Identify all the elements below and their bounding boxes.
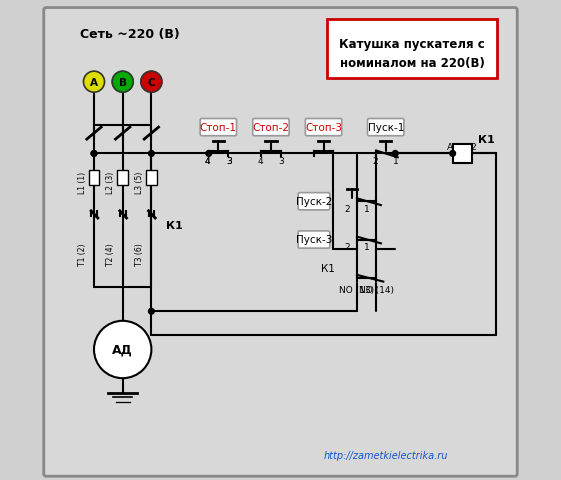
FancyBboxPatch shape bbox=[298, 231, 330, 249]
Text: http://zametkielectrika.ru: http://zametkielectrika.ru bbox=[324, 450, 448, 460]
Circle shape bbox=[94, 321, 151, 378]
Text: NO (13): NO (13) bbox=[339, 286, 375, 295]
Circle shape bbox=[149, 151, 154, 157]
Text: L3 (5): L3 (5) bbox=[135, 171, 144, 194]
Text: К1: К1 bbox=[478, 135, 494, 145]
Text: 1: 1 bbox=[364, 204, 370, 214]
FancyBboxPatch shape bbox=[89, 170, 99, 186]
Text: 4: 4 bbox=[257, 157, 263, 166]
FancyBboxPatch shape bbox=[117, 170, 128, 186]
Text: 2: 2 bbox=[344, 243, 350, 252]
Circle shape bbox=[91, 151, 97, 157]
Text: номиналом на 220(В): номиналом на 220(В) bbox=[339, 57, 485, 70]
Text: Сеть ~220 (В): Сеть ~220 (В) bbox=[80, 28, 180, 41]
Text: Стоп-1: Стоп-1 bbox=[200, 123, 237, 133]
Text: B: B bbox=[119, 78, 127, 87]
Text: К1: К1 bbox=[321, 264, 335, 274]
Text: 3: 3 bbox=[226, 157, 232, 166]
FancyBboxPatch shape bbox=[328, 20, 496, 79]
Circle shape bbox=[392, 151, 398, 157]
Text: T1 (2): T1 (2) bbox=[77, 243, 86, 265]
Text: Катушка пускателя с: Катушка пускателя с bbox=[339, 38, 485, 51]
Text: NO (14): NO (14) bbox=[358, 286, 394, 295]
Circle shape bbox=[91, 151, 97, 157]
Text: C: C bbox=[148, 78, 155, 87]
Text: 3: 3 bbox=[279, 157, 284, 166]
Text: 2: 2 bbox=[344, 204, 350, 214]
Text: К1: К1 bbox=[165, 221, 182, 231]
Circle shape bbox=[450, 151, 456, 157]
Text: 1: 1 bbox=[364, 243, 370, 252]
FancyBboxPatch shape bbox=[44, 9, 517, 476]
Text: L2 (3): L2 (3) bbox=[106, 172, 115, 194]
Text: A2: A2 bbox=[466, 143, 477, 151]
Text: АД: АД bbox=[112, 343, 133, 356]
Circle shape bbox=[141, 72, 162, 93]
Circle shape bbox=[206, 151, 211, 157]
Text: Пуск-2: Пуск-2 bbox=[296, 197, 332, 207]
Text: Пуск-1: Пуск-1 bbox=[367, 123, 404, 133]
FancyBboxPatch shape bbox=[298, 193, 330, 210]
FancyBboxPatch shape bbox=[146, 170, 157, 186]
Text: T2 (4): T2 (4) bbox=[106, 243, 115, 265]
Text: Стоп-3: Стоп-3 bbox=[305, 123, 342, 133]
Text: L1 (1): L1 (1) bbox=[77, 172, 86, 194]
Circle shape bbox=[112, 72, 133, 93]
Text: 2: 2 bbox=[373, 157, 378, 166]
FancyBboxPatch shape bbox=[200, 119, 237, 136]
FancyBboxPatch shape bbox=[367, 119, 404, 136]
Circle shape bbox=[149, 309, 154, 314]
Text: Пуск-3: Пуск-3 bbox=[296, 235, 332, 245]
Text: Стоп-2: Стоп-2 bbox=[252, 123, 289, 133]
Text: A: A bbox=[90, 78, 98, 87]
Text: 4: 4 bbox=[205, 157, 210, 166]
Text: 4: 4 bbox=[205, 157, 210, 166]
Text: A1: A1 bbox=[447, 143, 458, 151]
Bar bbox=[453, 144, 472, 164]
FancyBboxPatch shape bbox=[305, 119, 342, 136]
Circle shape bbox=[84, 72, 104, 93]
FancyBboxPatch shape bbox=[253, 119, 289, 136]
Text: T3 (6): T3 (6) bbox=[135, 243, 144, 265]
Text: 3: 3 bbox=[226, 157, 232, 166]
Text: 1: 1 bbox=[393, 157, 399, 166]
